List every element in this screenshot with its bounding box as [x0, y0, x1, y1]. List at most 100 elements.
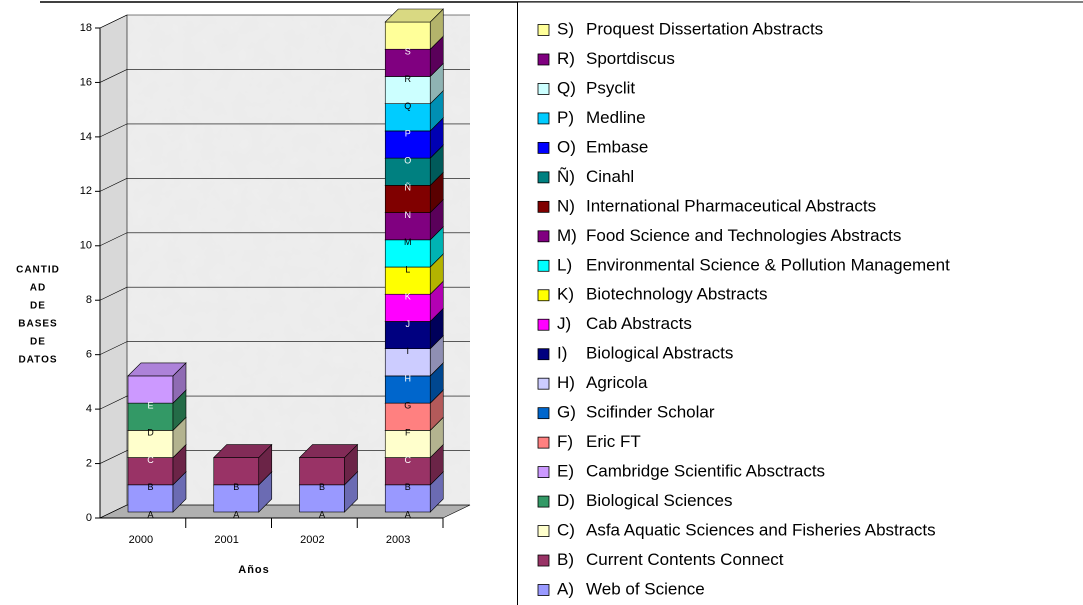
- legend-swatch: [537, 407, 550, 420]
- data-label: E: [147, 400, 153, 410]
- legend-label: Medline: [586, 108, 646, 127]
- x-axis-label: Años: [238, 564, 270, 576]
- bar-segment: [213, 443, 273, 486]
- legend-key: K): [557, 285, 574, 304]
- data-label: B: [405, 482, 411, 492]
- data-label: Ñ: [405, 183, 412, 193]
- legend-swatch: [537, 83, 550, 95]
- legend-label: Asfa Aquatic Sciences and Fisheries Abst…: [586, 521, 936, 540]
- side-wall: [99, 14, 128, 519]
- y-axis-label: DE: [30, 301, 46, 312]
- legend-swatch: [537, 289, 550, 302]
- data-label: C: [405, 455, 412, 465]
- legend-key: A): [557, 579, 574, 598]
- bar-front: [384, 212, 431, 241]
- legend-key: I): [557, 344, 567, 363]
- legend-key: N): [557, 196, 575, 215]
- legend-label: Web of Science: [586, 579, 705, 598]
- data-label: A: [405, 509, 411, 519]
- bar-front: [127, 375, 174, 404]
- legend-key: E): [557, 462, 574, 481]
- data-label: P: [405, 128, 411, 138]
- data-label: A: [233, 509, 239, 519]
- legend-key: C): [557, 521, 575, 540]
- grid-line: [99, 232, 470, 247]
- y-tick-label: 12: [80, 185, 92, 197]
- y-tick-label: 16: [80, 76, 92, 88]
- legend-key: G): [557, 403, 576, 422]
- legend-swatch: [537, 466, 550, 479]
- legend-label: Cambridge Scientific Absctracts: [586, 462, 825, 481]
- legend-label: Environmental Science & Pollution Manage…: [586, 255, 950, 274]
- bar-segment: [298, 443, 359, 486]
- legend-key: Q): [557, 78, 576, 97]
- legend-key: H): [557, 373, 575, 392]
- data-label: R: [405, 74, 412, 84]
- legend-swatch: [537, 525, 550, 537]
- data-label: B: [147, 482, 153, 492]
- bar-front: [384, 293, 431, 322]
- legend-label: Cab Abstracts: [586, 314, 692, 333]
- data-label: J: [406, 319, 411, 329]
- legend-swatch: [537, 495, 550, 508]
- y-tick-label: 8: [86, 294, 92, 306]
- bar-front: [384, 430, 431, 458]
- legend-key: D): [557, 491, 575, 510]
- data-label: N: [405, 210, 412, 220]
- bar-front: [213, 457, 260, 486]
- legend-label: Cinahl: [586, 167, 634, 186]
- data-label: K: [405, 292, 411, 302]
- legend-swatch: [537, 171, 550, 184]
- data-label: B: [233, 482, 239, 492]
- legend-key: F): [557, 432, 573, 451]
- data-label: C: [147, 455, 154, 465]
- legend-swatch: [537, 348, 550, 361]
- bar-top: [127, 362, 187, 377]
- legend-label: Scifinder Scholar: [586, 403, 715, 422]
- grid-line: [99, 123, 470, 138]
- bar-front: [384, 402, 431, 431]
- legend-swatch: [537, 436, 550, 449]
- data-label: M: [404, 237, 412, 247]
- x-tick-label: 2000: [129, 534, 153, 546]
- bar-front: [384, 266, 431, 295]
- data-label: H: [405, 373, 412, 383]
- legend-swatch: [537, 377, 550, 390]
- y-axis-label: BASES: [18, 319, 57, 330]
- bar-front: [384, 239, 431, 268]
- data-label: O: [404, 155, 411, 165]
- legend-label: Biotechnology Abstracts: [586, 285, 767, 304]
- data-label: B: [319, 482, 325, 492]
- bar-front: [384, 321, 431, 349]
- legend-label: Biological Sciences: [586, 491, 732, 510]
- legend-key: Ñ): [557, 167, 575, 186]
- legend-swatch: [537, 53, 550, 66]
- legend-key: S): [557, 19, 574, 38]
- legend-key: M): [557, 226, 577, 245]
- bar-segment: [384, 8, 444, 50]
- data-label: I: [406, 346, 409, 356]
- grid-line: [99, 69, 470, 83]
- legend-label: Proquest Dissertation Abstracts: [586, 19, 823, 38]
- bar-top: [213, 444, 273, 458]
- bar-front: [127, 484, 174, 513]
- legend-swatch: [537, 141, 550, 154]
- legend-key: O): [557, 137, 576, 156]
- data-label: A: [319, 509, 325, 519]
- x-tick-label: 2003: [386, 534, 410, 546]
- legend-label: Biological Abstracts: [586, 344, 733, 363]
- grid-line: [99, 286, 470, 301]
- y-axis-label: AD: [30, 283, 46, 294]
- x-tick-label: 2002: [300, 534, 324, 546]
- bar-front: [299, 457, 345, 486]
- y-tick-label: 14: [80, 131, 92, 143]
- bar-top: [384, 8, 444, 23]
- legend-swatch: [537, 112, 550, 125]
- legend-swatch: [537, 200, 550, 213]
- x-tick-label: 2001: [214, 534, 238, 546]
- data-label: L: [405, 264, 410, 274]
- grid-line: [99, 504, 470, 519]
- bar-segment: [127, 362, 187, 404]
- legend-key: B): [557, 550, 574, 569]
